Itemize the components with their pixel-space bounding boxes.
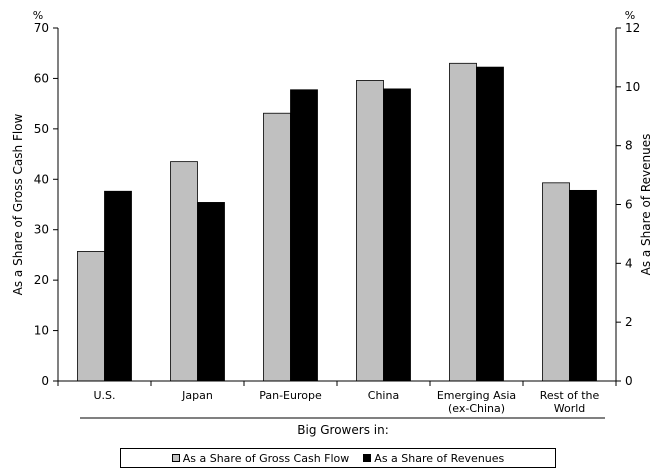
left-tick-label-0: 0 bbox=[41, 374, 49, 388]
right-axis-title: As a Share of Revenues bbox=[639, 134, 653, 276]
left-tick-label-3: 30 bbox=[34, 223, 49, 237]
bar-gross-cash-flow-0 bbox=[77, 250, 105, 382]
category-label-0-0: U.S. bbox=[93, 389, 115, 402]
left-tick-label-2: 20 bbox=[34, 273, 49, 287]
right-tick-label-1: 2 bbox=[625, 315, 633, 329]
category-label-5-0: Rest of the bbox=[540, 389, 600, 402]
legend-label-revenues: As a Share of Revenues bbox=[374, 451, 505, 465]
bar-gross-cash-flow-5 bbox=[542, 182, 570, 382]
left-unit-label: % bbox=[33, 9, 43, 22]
legend-swatch-gross-cash-flow bbox=[171, 454, 180, 462]
left-tick-label-1: 10 bbox=[34, 324, 49, 338]
category-label-3-0: China bbox=[368, 389, 399, 402]
category-label-4-0: Emerging Asia bbox=[437, 389, 516, 402]
bar-gross-cash-flow-3 bbox=[356, 80, 384, 382]
bar-gross-cash-flow-4 bbox=[449, 62, 477, 382]
right-tick-label-4: 8 bbox=[625, 139, 633, 153]
bar-gross-cash-flow-1 bbox=[170, 161, 198, 382]
bar-revenues-2 bbox=[290, 89, 318, 382]
bar-revenues-0 bbox=[104, 190, 132, 382]
legend-item-revenues: As a Share of Revenues bbox=[363, 452, 504, 465]
legend-label-gross-cash-flow: As a Share of Gross Cash Flow bbox=[182, 451, 350, 465]
right-tick-label-3: 6 bbox=[625, 198, 633, 212]
left-tick-label-5: 50 bbox=[34, 122, 49, 136]
bar-revenues-4 bbox=[476, 66, 504, 382]
chart-legend: As a Share of Gross Cash Flow As a Share… bbox=[120, 448, 556, 468]
bar-revenues-1 bbox=[197, 202, 225, 382]
legend-swatch-revenues bbox=[363, 454, 372, 462]
category-label-1-0: Japan bbox=[181, 389, 213, 402]
legend-item-gross-cash-flow: As a Share of Gross Cash Flow bbox=[171, 451, 350, 465]
right-tick-label-2: 4 bbox=[625, 256, 633, 270]
right-tick-label-6: 12 bbox=[625, 21, 640, 35]
right-tick-label-0: 0 bbox=[625, 374, 633, 388]
left-tick-label-7: 70 bbox=[34, 21, 49, 35]
bar-revenues-5 bbox=[569, 189, 597, 382]
group-label: Big Growers in: bbox=[297, 423, 389, 437]
left-axis-title: As a Share of Gross Cash Flow bbox=[11, 113, 25, 295]
bar-gross-cash-flow-2 bbox=[263, 112, 291, 382]
bar-revenues-3 bbox=[383, 88, 411, 382]
category-label-2-0: Pan-Europe bbox=[259, 389, 322, 402]
right-tick-label-5: 10 bbox=[625, 80, 640, 94]
bar-chart: 0 10 20 30 40 50 60 70 0 2 4 6 8 10 12 U.S. Japan Pan-Eur… bbox=[11, 9, 653, 437]
left-tick-label-4: 40 bbox=[34, 172, 49, 186]
right-unit-label: % bbox=[625, 9, 635, 22]
left-tick-label-6: 60 bbox=[34, 71, 49, 85]
category-label-4-1: (ex-China) bbox=[448, 402, 505, 415]
category-label-5-1: World bbox=[554, 402, 586, 415]
